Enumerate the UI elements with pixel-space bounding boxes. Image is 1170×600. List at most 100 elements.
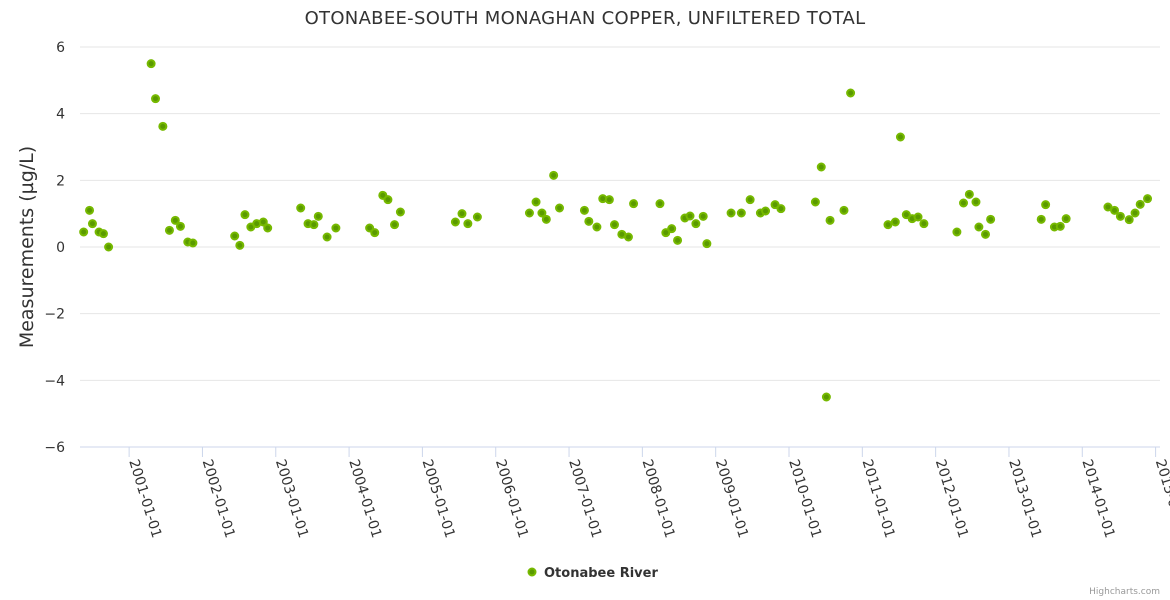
data-point[interactable] [322, 232, 332, 242]
data-point[interactable] [698, 211, 708, 221]
data-point[interactable] [258, 217, 268, 227]
data-point[interactable] [331, 223, 341, 233]
data-point[interactable] [901, 210, 911, 220]
x-tick-label: 2013-01-01 [1005, 457, 1044, 539]
data-point[interactable] [667, 224, 677, 234]
data-point[interactable] [629, 199, 639, 209]
legend[interactable]: Otonabee River [527, 566, 659, 581]
data-point[interactable] [816, 162, 826, 172]
data-point[interactable] [736, 208, 746, 218]
data-point[interactable] [895, 132, 905, 142]
data-point[interactable] [974, 222, 984, 232]
data-point[interactable] [524, 208, 534, 218]
data-point[interactable] [623, 232, 633, 242]
data-point[interactable] [390, 220, 400, 230]
data-point[interactable] [263, 223, 273, 233]
data-point[interactable] [1143, 194, 1153, 204]
data-point[interactable] [1036, 214, 1046, 224]
data-point[interactable] [919, 219, 929, 229]
data-point[interactable] [584, 216, 594, 226]
data-point[interactable] [1130, 208, 1140, 218]
data-point[interactable] [104, 242, 114, 252]
data-point[interactable] [964, 189, 974, 199]
data-point[interactable] [821, 392, 831, 402]
data-point[interactable] [79, 227, 89, 237]
data-point[interactable] [158, 121, 168, 131]
data-point[interactable] [537, 208, 547, 218]
data-point[interactable] [463, 219, 473, 229]
series-otonabee-river[interactable] [79, 59, 1153, 402]
data-point[interactable] [776, 204, 786, 214]
data-point[interactable] [770, 200, 780, 210]
data-point[interactable] [450, 217, 460, 227]
data-point[interactable] [1110, 205, 1120, 215]
data-point[interactable] [531, 197, 541, 207]
data-point[interactable] [673, 235, 683, 245]
data-point[interactable] [810, 197, 820, 207]
data-point[interactable] [1103, 202, 1113, 212]
data-point[interactable] [1135, 199, 1145, 209]
legend-marker[interactable] [527, 567, 537, 577]
data-point[interactable] [1055, 221, 1065, 231]
data-point[interactable] [952, 227, 962, 237]
data-point[interactable] [745, 195, 755, 205]
data-point[interactable] [164, 225, 174, 235]
x-tick-label: 2005-01-01 [419, 457, 458, 539]
data-point[interactable] [188, 238, 198, 248]
data-point[interactable] [604, 195, 614, 205]
data-point[interactable] [85, 205, 95, 215]
data-point[interactable] [175, 221, 185, 231]
data-point[interactable] [761, 206, 771, 216]
data-point[interactable] [702, 239, 712, 249]
data-point[interactable] [726, 208, 736, 218]
credits-link[interactable]: Highcharts.com [1089, 587, 1160, 597]
data-point[interactable] [313, 211, 323, 221]
data-point[interactable] [87, 219, 97, 229]
x-tick-label: 2014-01-01 [1078, 457, 1117, 539]
x-tick-label: 2004-01-01 [345, 457, 384, 539]
data-point[interactable] [986, 214, 996, 224]
data-point[interactable] [170, 215, 180, 225]
x-tick-label: 2002-01-01 [199, 457, 238, 539]
data-point[interactable] [971, 197, 981, 207]
data-point[interactable] [610, 220, 620, 230]
data-point[interactable] [457, 209, 467, 219]
data-point[interactable] [309, 220, 319, 230]
x-tick-label: 2015-01-01 [1152, 457, 1170, 539]
data-point[interactable] [592, 222, 602, 232]
data-point[interactable] [890, 217, 900, 227]
data-point[interactable] [655, 199, 665, 209]
data-point[interactable] [395, 207, 405, 217]
data-point[interactable] [235, 240, 245, 250]
legend-label[interactable]: Otonabee River [544, 566, 658, 581]
data-point[interactable] [240, 210, 250, 220]
data-point[interactable] [1041, 200, 1051, 210]
data-point[interactable] [296, 203, 306, 213]
data-point[interactable] [883, 220, 893, 230]
x-tick-label: 2009-01-01 [712, 457, 751, 539]
data-point[interactable] [1061, 214, 1071, 224]
y-axis-ticks: 6 4 2 0 −2 −4 −6 [44, 40, 65, 456]
data-point[interactable] [549, 170, 559, 180]
data-point[interactable] [383, 195, 393, 205]
data-point[interactable] [579, 205, 589, 215]
data-point[interactable] [959, 198, 969, 208]
data-point[interactable] [980, 229, 990, 239]
data-point[interactable] [541, 214, 551, 224]
data-point[interactable] [661, 228, 671, 238]
data-point[interactable] [825, 215, 835, 225]
data-point[interactable] [151, 94, 161, 104]
data-point[interactable] [370, 228, 380, 238]
data-point[interactable] [685, 211, 695, 221]
data-point[interactable] [846, 88, 856, 98]
data-point[interactable] [555, 203, 565, 213]
data-point[interactable] [913, 212, 923, 222]
data-point[interactable] [146, 59, 156, 69]
data-point[interactable] [839, 205, 849, 215]
data-point[interactable] [98, 229, 108, 239]
data-point[interactable] [1124, 215, 1134, 225]
data-point[interactable] [691, 219, 701, 229]
data-point[interactable] [1115, 211, 1125, 221]
data-point[interactable] [230, 231, 240, 241]
data-point[interactable] [472, 212, 482, 222]
